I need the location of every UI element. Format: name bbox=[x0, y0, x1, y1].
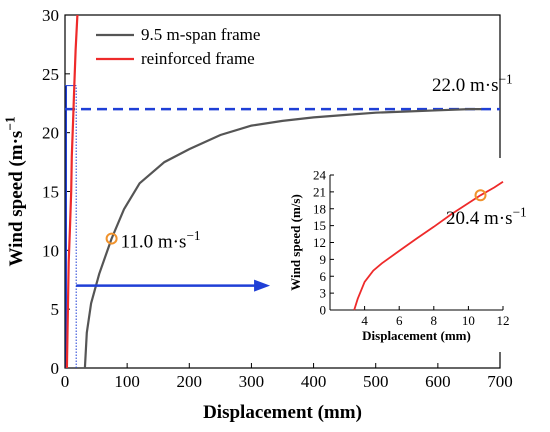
y-tick-label: 5 bbox=[51, 300, 60, 319]
inset-x-tick-label: 8 bbox=[431, 313, 438, 328]
inset-y-tick-label: 24 bbox=[313, 168, 327, 183]
x-axis-label: Displacement (mm) bbox=[203, 402, 362, 423]
inset-series-line bbox=[353, 181, 504, 311]
annotation-label: 11.0 m·s−1 bbox=[121, 228, 201, 253]
inset-x-tick-label: 10 bbox=[462, 313, 475, 328]
inset-annotation-label-sup: −1 bbox=[513, 204, 527, 219]
legend-label: reinforced frame bbox=[141, 49, 255, 68]
y-tick-label: 20 bbox=[42, 124, 59, 143]
inset-x-tick-label: 6 bbox=[396, 313, 403, 328]
inset-annotation-label-main: 20.4 m·s bbox=[446, 208, 513, 229]
inset-y-tick-label: 12 bbox=[313, 235, 326, 250]
x-tick-label: 600 bbox=[425, 372, 451, 391]
x-tick-label: 400 bbox=[301, 372, 327, 391]
y-axis-label-main: Wind speed (m·s bbox=[6, 131, 27, 267]
inset-y-tick-label: 15 bbox=[313, 218, 326, 233]
inset-y-tick-label: 18 bbox=[313, 201, 326, 216]
annotation-label: 22.0 m·s−1 bbox=[432, 71, 513, 96]
inset-x-tick-label: 12 bbox=[497, 313, 510, 328]
series-line-1 bbox=[65, 14, 79, 369]
annotation-label-sup: −1 bbox=[186, 228, 200, 243]
x-tick-label: 300 bbox=[239, 372, 265, 391]
inset-y-tick-label: 6 bbox=[320, 269, 327, 284]
x-tick-label: 500 bbox=[363, 372, 389, 391]
x-tick-label: 100 bbox=[114, 372, 140, 391]
y-axis-label-sup: −1 bbox=[2, 116, 17, 130]
inset-y-tick-label: 9 bbox=[320, 252, 327, 267]
annotation-label-main: 22.0 m·s bbox=[432, 75, 499, 96]
y-tick-label: 0 bbox=[51, 359, 60, 378]
inset-y-tick-label: 3 bbox=[320, 286, 327, 301]
inset-background bbox=[296, 158, 544, 352]
annotation-label-main: 11.0 m·s bbox=[121, 232, 187, 253]
y-axis-label: Wind speed (m·s−1 bbox=[2, 116, 27, 266]
y-tick-label: 25 bbox=[42, 65, 59, 84]
inset-x-axis-label: Displacement (mm) bbox=[362, 328, 471, 343]
inset-x-tick-label: 4 bbox=[361, 313, 368, 328]
zoom-arrow-head bbox=[254, 279, 271, 292]
annotation-marker bbox=[105, 232, 118, 245]
series-line-0 bbox=[83, 107, 482, 369]
annotation-label-sup: −1 bbox=[499, 71, 513, 86]
main-chart: 0 100 200 300 400 500 600 700051015202530Displa… bbox=[2, 6, 512, 423]
legend-label: 9.5 m-span frame bbox=[141, 25, 260, 44]
y-tick-label: 30 bbox=[42, 6, 59, 25]
inset-y-axis-label: Wind speed (m/s) bbox=[288, 194, 303, 291]
x-tick-label: 0 bbox=[61, 372, 70, 391]
x-tick-label: 200 bbox=[177, 372, 203, 391]
inset-y-tick-label: 0 bbox=[320, 303, 327, 318]
inset-y-tick-label: 21 bbox=[313, 184, 326, 199]
y-tick-label: 15 bbox=[42, 183, 59, 202]
y-tick-label: 10 bbox=[42, 241, 59, 260]
x-tick-label: 700 bbox=[487, 372, 513, 391]
inset-annotation-label: 20.4 m·s−1 bbox=[446, 204, 527, 229]
inset-annotation-marker bbox=[474, 189, 487, 202]
